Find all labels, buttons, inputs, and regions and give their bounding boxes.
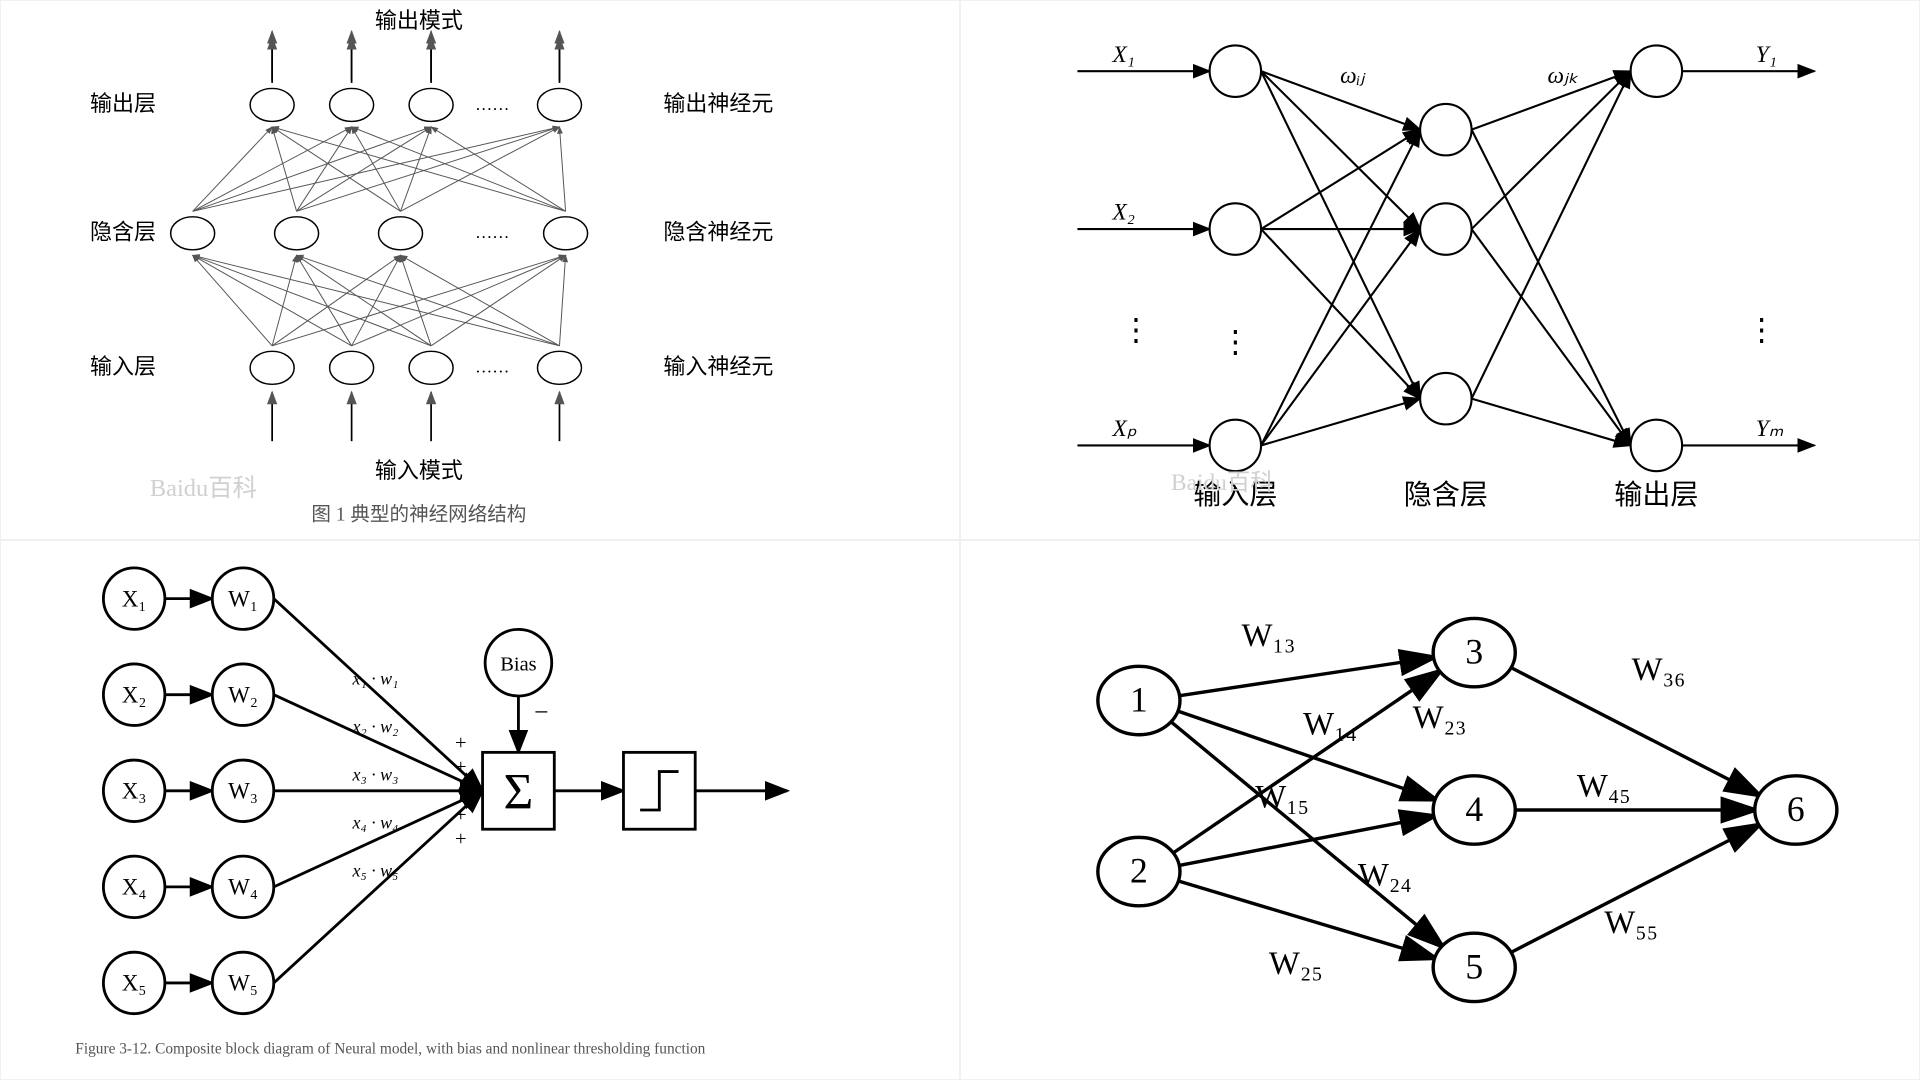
svg-text:x₂ · w₂: x₂ · w₂ xyxy=(352,717,399,737)
svg-text:x₁ · w₁: x₁ · w₁ xyxy=(352,668,399,688)
svg-text:X₂: X₂ xyxy=(122,681,147,707)
svg-text:X₅: X₅ xyxy=(122,970,147,996)
svg-text:X₂: X₂ xyxy=(1112,200,1135,226)
svg-text:W₁₄: W₁₄ xyxy=(1303,707,1357,743)
svg-text:输出层: 输出层 xyxy=(1614,479,1698,511)
svg-text:⋮: ⋮ xyxy=(1746,313,1776,347)
svg-text:W₂₄: W₂₄ xyxy=(1358,857,1412,893)
svg-text:x₃ · w₃: x₃ · w₃ xyxy=(352,765,399,785)
svg-text:Xₚ: Xₚ xyxy=(1112,416,1137,442)
panel-b-svg: X₁X₂XₚY₁Yₘ⋮⋮⋮ωᵢⱼωⱼₖ输入层隐含层输出层Baidu百科 xyxy=(1077,42,1814,511)
svg-text:X₁: X₁ xyxy=(1112,42,1135,68)
svg-text:6: 6 xyxy=(1787,789,1805,829)
svg-text:……: …… xyxy=(475,95,509,114)
svg-text:⋮: ⋮ xyxy=(1121,313,1151,347)
panel-c-svg: x₁ · w₁+x₂ · w₂+x₃ · w₃+x₄ · w₄+x₅ · w₅+… xyxy=(75,568,787,1057)
svg-text:W₂₃: W₂₃ xyxy=(1413,700,1467,736)
svg-text:Baidu百科: Baidu百科 xyxy=(1171,469,1274,496)
svg-text:−: − xyxy=(534,697,548,726)
svg-text:W₂₅: W₂₅ xyxy=(1269,946,1323,982)
svg-text:Y₁: Y₁ xyxy=(1756,42,1777,68)
panel-classic-nn: …… …… …… 输出层 输出神经元隐含层 隐含神经元输入层 输入神经元 输出模式输入模式图 … xyxy=(0,0,960,540)
svg-text:x₄ · w₄: x₄ · w₄ xyxy=(352,813,399,833)
svg-text:W₅₅: W₅₅ xyxy=(1604,905,1658,941)
svg-text:X₄: X₄ xyxy=(122,874,147,900)
svg-text:隐含神经元: 隐含神经元 xyxy=(663,219,773,244)
svg-text:4: 4 xyxy=(1465,789,1483,829)
svg-text:+: + xyxy=(455,756,467,778)
svg-text:Σ: Σ xyxy=(504,764,534,821)
svg-text:隐含层: 隐含层 xyxy=(90,219,156,244)
panel-numbered-nn: W₁₃ W₁₄ W₁₅ W₂₃ W₂₄ W₂₅ W₃₆ W₄₅ W₅₅ 1 2 3 4 5 6 xyxy=(960,540,1920,1080)
svg-text:隐含层: 隐含层 xyxy=(1404,479,1488,511)
svg-text:输入神经元: 输入神经元 xyxy=(663,354,773,379)
svg-text:……: …… xyxy=(475,358,509,377)
svg-text:+: + xyxy=(455,828,467,850)
svg-text:W₄: W₄ xyxy=(228,874,258,900)
panel-three-layer-nn: X₁X₂XₚY₁Yₘ⋮⋮⋮ωᵢⱼωⱼₖ输入层隐含层输出层Baidu百科 xyxy=(960,0,1920,540)
svg-text:ωⱼₖ: ωⱼₖ xyxy=(1548,63,1580,89)
svg-text:x₅ · w₅: x₅ · w₅ xyxy=(352,861,399,881)
svg-text:输入模式: 输入模式 xyxy=(375,458,463,483)
panel-neuron-block: x₁ · w₁+x₂ · w₂+x₃ · w₃+x₄ · w₄+x₅ · w₅+… xyxy=(0,540,960,1080)
panel-a-svg: …… …… …… 输出层 输出神经元隐含层 隐含神经元输入层 输入神经元 输出模式输入模式图 … xyxy=(90,8,773,526)
svg-text:输出模式: 输出模式 xyxy=(375,8,463,33)
svg-text:1: 1 xyxy=(1130,679,1148,719)
svg-text:Baidu百科: Baidu百科 xyxy=(150,474,257,502)
svg-text:W₁₃: W₁₃ xyxy=(1242,618,1296,654)
svg-text:输出神经元: 输出神经元 xyxy=(663,91,773,116)
svg-text:5: 5 xyxy=(1465,946,1483,986)
svg-text:+: + xyxy=(455,732,467,754)
svg-text:Yₘ: Yₘ xyxy=(1756,416,1784,442)
svg-text:W₅: W₅ xyxy=(228,970,258,996)
svg-text:……: …… xyxy=(475,223,509,242)
svg-text:2: 2 xyxy=(1130,851,1148,891)
svg-text:W₂: W₂ xyxy=(228,681,258,707)
svg-text:图 1 典型的神经网络结构: 图 1 典型的神经网络结构 xyxy=(311,504,526,526)
svg-text:W₃₆: W₃₆ xyxy=(1632,652,1686,688)
svg-text:Bias: Bias xyxy=(500,653,536,675)
panel-d-svg: W₁₃ W₁₄ W₁₅ W₂₃ W₂₄ W₂₅ W₃₆ W₄₅ W₅₅ 1 2 3 4 5 6 xyxy=(1098,618,1837,1002)
svg-text:X₁: X₁ xyxy=(122,585,147,611)
svg-text:输出层: 输出层 xyxy=(90,91,156,116)
svg-text:W₃: W₃ xyxy=(228,777,258,803)
svg-text:ωᵢⱼ: ωᵢⱼ xyxy=(1340,63,1366,89)
svg-text:W₄₅: W₄₅ xyxy=(1577,768,1631,804)
svg-text:⋮: ⋮ xyxy=(1220,325,1250,359)
svg-text:W₁₅: W₁₅ xyxy=(1255,779,1309,815)
svg-text:X₃: X₃ xyxy=(122,777,147,803)
svg-text:W₁: W₁ xyxy=(228,585,258,611)
svg-text:3: 3 xyxy=(1465,632,1483,672)
svg-text:输入层: 输入层 xyxy=(90,354,156,379)
svg-text:Figure 3-12. Composite block d: Figure 3-12. Composite block diagram of … xyxy=(75,1040,705,1057)
